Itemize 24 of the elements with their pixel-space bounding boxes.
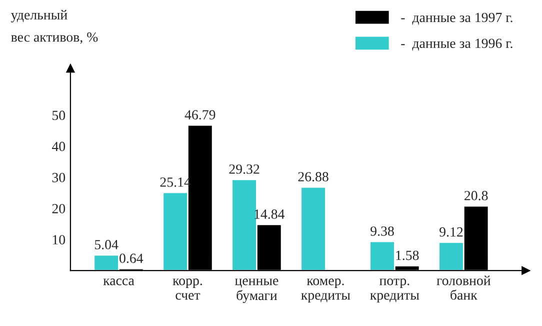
y-tick-label: 20 [52, 204, 66, 214]
x-tick-label: потр. кредиты [370, 278, 420, 303]
y-tick-label: 30 [52, 172, 66, 182]
data-label: 29.32 [229, 164, 260, 174]
data-label: 20.8 [464, 190, 488, 200]
x-tick-label: ценные бумаги [234, 278, 278, 303]
y-tick-label: 50 [52, 110, 66, 120]
data-label: 9.12 [440, 227, 463, 237]
x-tick-label: комер. кредиты [301, 278, 350, 303]
data-label: 46.79 [184, 110, 216, 120]
x-tick-label: корр. счет [172, 278, 202, 300]
data-label: 26.88 [298, 172, 328, 182]
data-label: 9.38 [370, 226, 394, 236]
y-tick-label: 40 [52, 142, 66, 152]
x-tick-label: касса [103, 278, 134, 286]
legend-label: - данные за 1997 г. [401, 12, 512, 25]
data-label: 1.58 [396, 250, 419, 260]
y-axis-title: удельный вес активов, % [11, 10, 98, 44]
x-tick-label: головной банк [436, 276, 491, 300]
data-label: 5.04 [94, 240, 118, 250]
legend-label: - данные за 1996 г. [401, 38, 512, 51]
data-label: 0.64 [120, 254, 144, 264]
y-tick-label: 10 [52, 235, 66, 244]
bar [300, 186, 326, 271]
